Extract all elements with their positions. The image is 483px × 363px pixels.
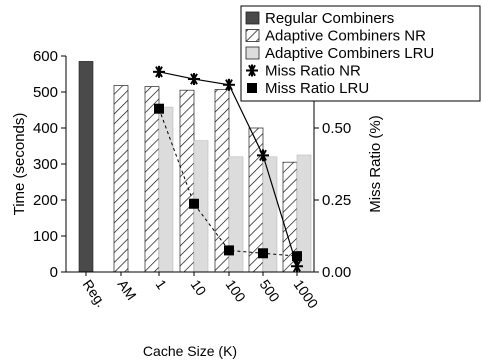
right-tick-label: 0.25 xyxy=(322,192,351,209)
legend-box xyxy=(240,5,481,102)
x-tick-label: 1 xyxy=(153,277,171,293)
legend-marker-4 xyxy=(247,83,257,93)
legend-label-1: Adaptive Combiners NR xyxy=(265,28,426,45)
x-tick-label: 500 xyxy=(257,277,284,305)
legend-swatch-2 xyxy=(245,46,260,60)
bar-adaptive-lru-1 xyxy=(158,106,174,273)
marker-miss-lru-10 xyxy=(189,198,199,209)
legend-label-2: Adaptive Combiners LRU xyxy=(265,45,434,62)
left-tick-label: 100 xyxy=(33,228,58,245)
x-axis-title: Cache Size (K) xyxy=(143,343,237,359)
x-tick-label: Reg. xyxy=(80,277,110,310)
left-axis-title: Time (seconds) xyxy=(11,113,28,216)
legend-marker-3 xyxy=(246,64,258,77)
marker-miss-nr-10 xyxy=(188,73,200,86)
line-miss-ratio-lru xyxy=(158,108,298,257)
right-tick-label: 0.50 xyxy=(322,120,351,137)
x-tick-label: AM xyxy=(115,277,140,303)
right-axis-title: Miss Ratio (%) xyxy=(367,115,384,213)
left-tick-label: 400 xyxy=(33,120,58,137)
bar-adaptive-nr-10 xyxy=(179,89,195,273)
x-tick-label: 100 xyxy=(223,277,250,305)
legend-label-0: Regular Combiners xyxy=(265,10,394,27)
bar-adaptive-nr-100 xyxy=(214,89,230,273)
legend-label-4: Miss Ratio LRU xyxy=(265,80,369,97)
marker-miss-lru-1 xyxy=(154,103,164,114)
marker-miss-lru-100 xyxy=(224,245,234,256)
marker-miss-lru-1000 xyxy=(292,251,302,262)
x-tick-label: 10 xyxy=(188,277,210,299)
left-tick-label: 0 xyxy=(50,264,58,281)
bar-adaptive-nr-1 xyxy=(144,86,160,273)
left-tick-label: 600 xyxy=(33,48,58,65)
marker-miss-nr-1 xyxy=(153,65,165,78)
left-tick-label: 500 xyxy=(33,84,58,101)
legend-swatch-1 xyxy=(245,29,260,42)
bar-adaptive-nr-AM xyxy=(113,85,129,273)
x-tick-label: 1000 xyxy=(291,277,322,312)
legend-label-3: Miss Ratio NR xyxy=(265,63,361,80)
marker-miss-nr-500 xyxy=(257,149,269,162)
marker-miss-lru-500 xyxy=(258,248,268,259)
left-tick-label: 300 xyxy=(33,156,58,173)
left-tick-label: 200 xyxy=(33,192,58,209)
marker-miss-nr-1000 xyxy=(291,260,303,273)
marker-miss-nr-100 xyxy=(223,78,235,91)
bar-regular-Reg. xyxy=(78,61,94,273)
legend-swatch-0 xyxy=(245,11,260,25)
right-tick-label: 0.00 xyxy=(322,264,351,281)
